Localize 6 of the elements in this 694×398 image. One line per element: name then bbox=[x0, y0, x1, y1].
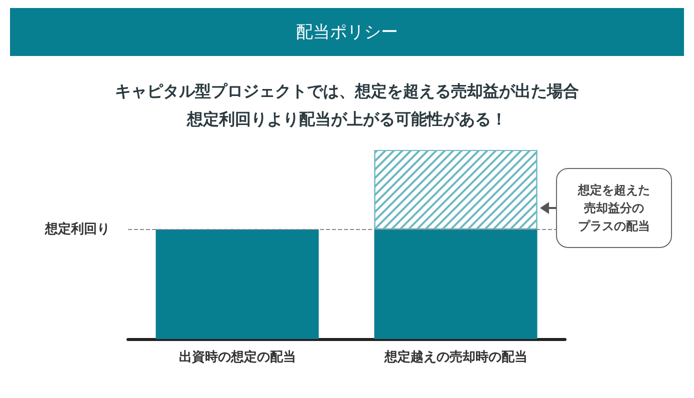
x-tick-label: 想定越えの売却時の配当 bbox=[383, 349, 528, 365]
chart-title: 配当ポリシー bbox=[296, 22, 398, 42]
x-tick-label: 出資時の想定の配当 bbox=[178, 349, 296, 365]
callout-box: 想定を超えた 売却益分の プラスの配当 bbox=[556, 168, 672, 248]
ref-line-label: 想定利回り bbox=[44, 220, 110, 237]
chart-subtitle: キャピタル型プロジェクトでは、想定を超える売却益が出た場合想定利回りより配当が上がる可能性がある！ bbox=[115, 82, 579, 128]
